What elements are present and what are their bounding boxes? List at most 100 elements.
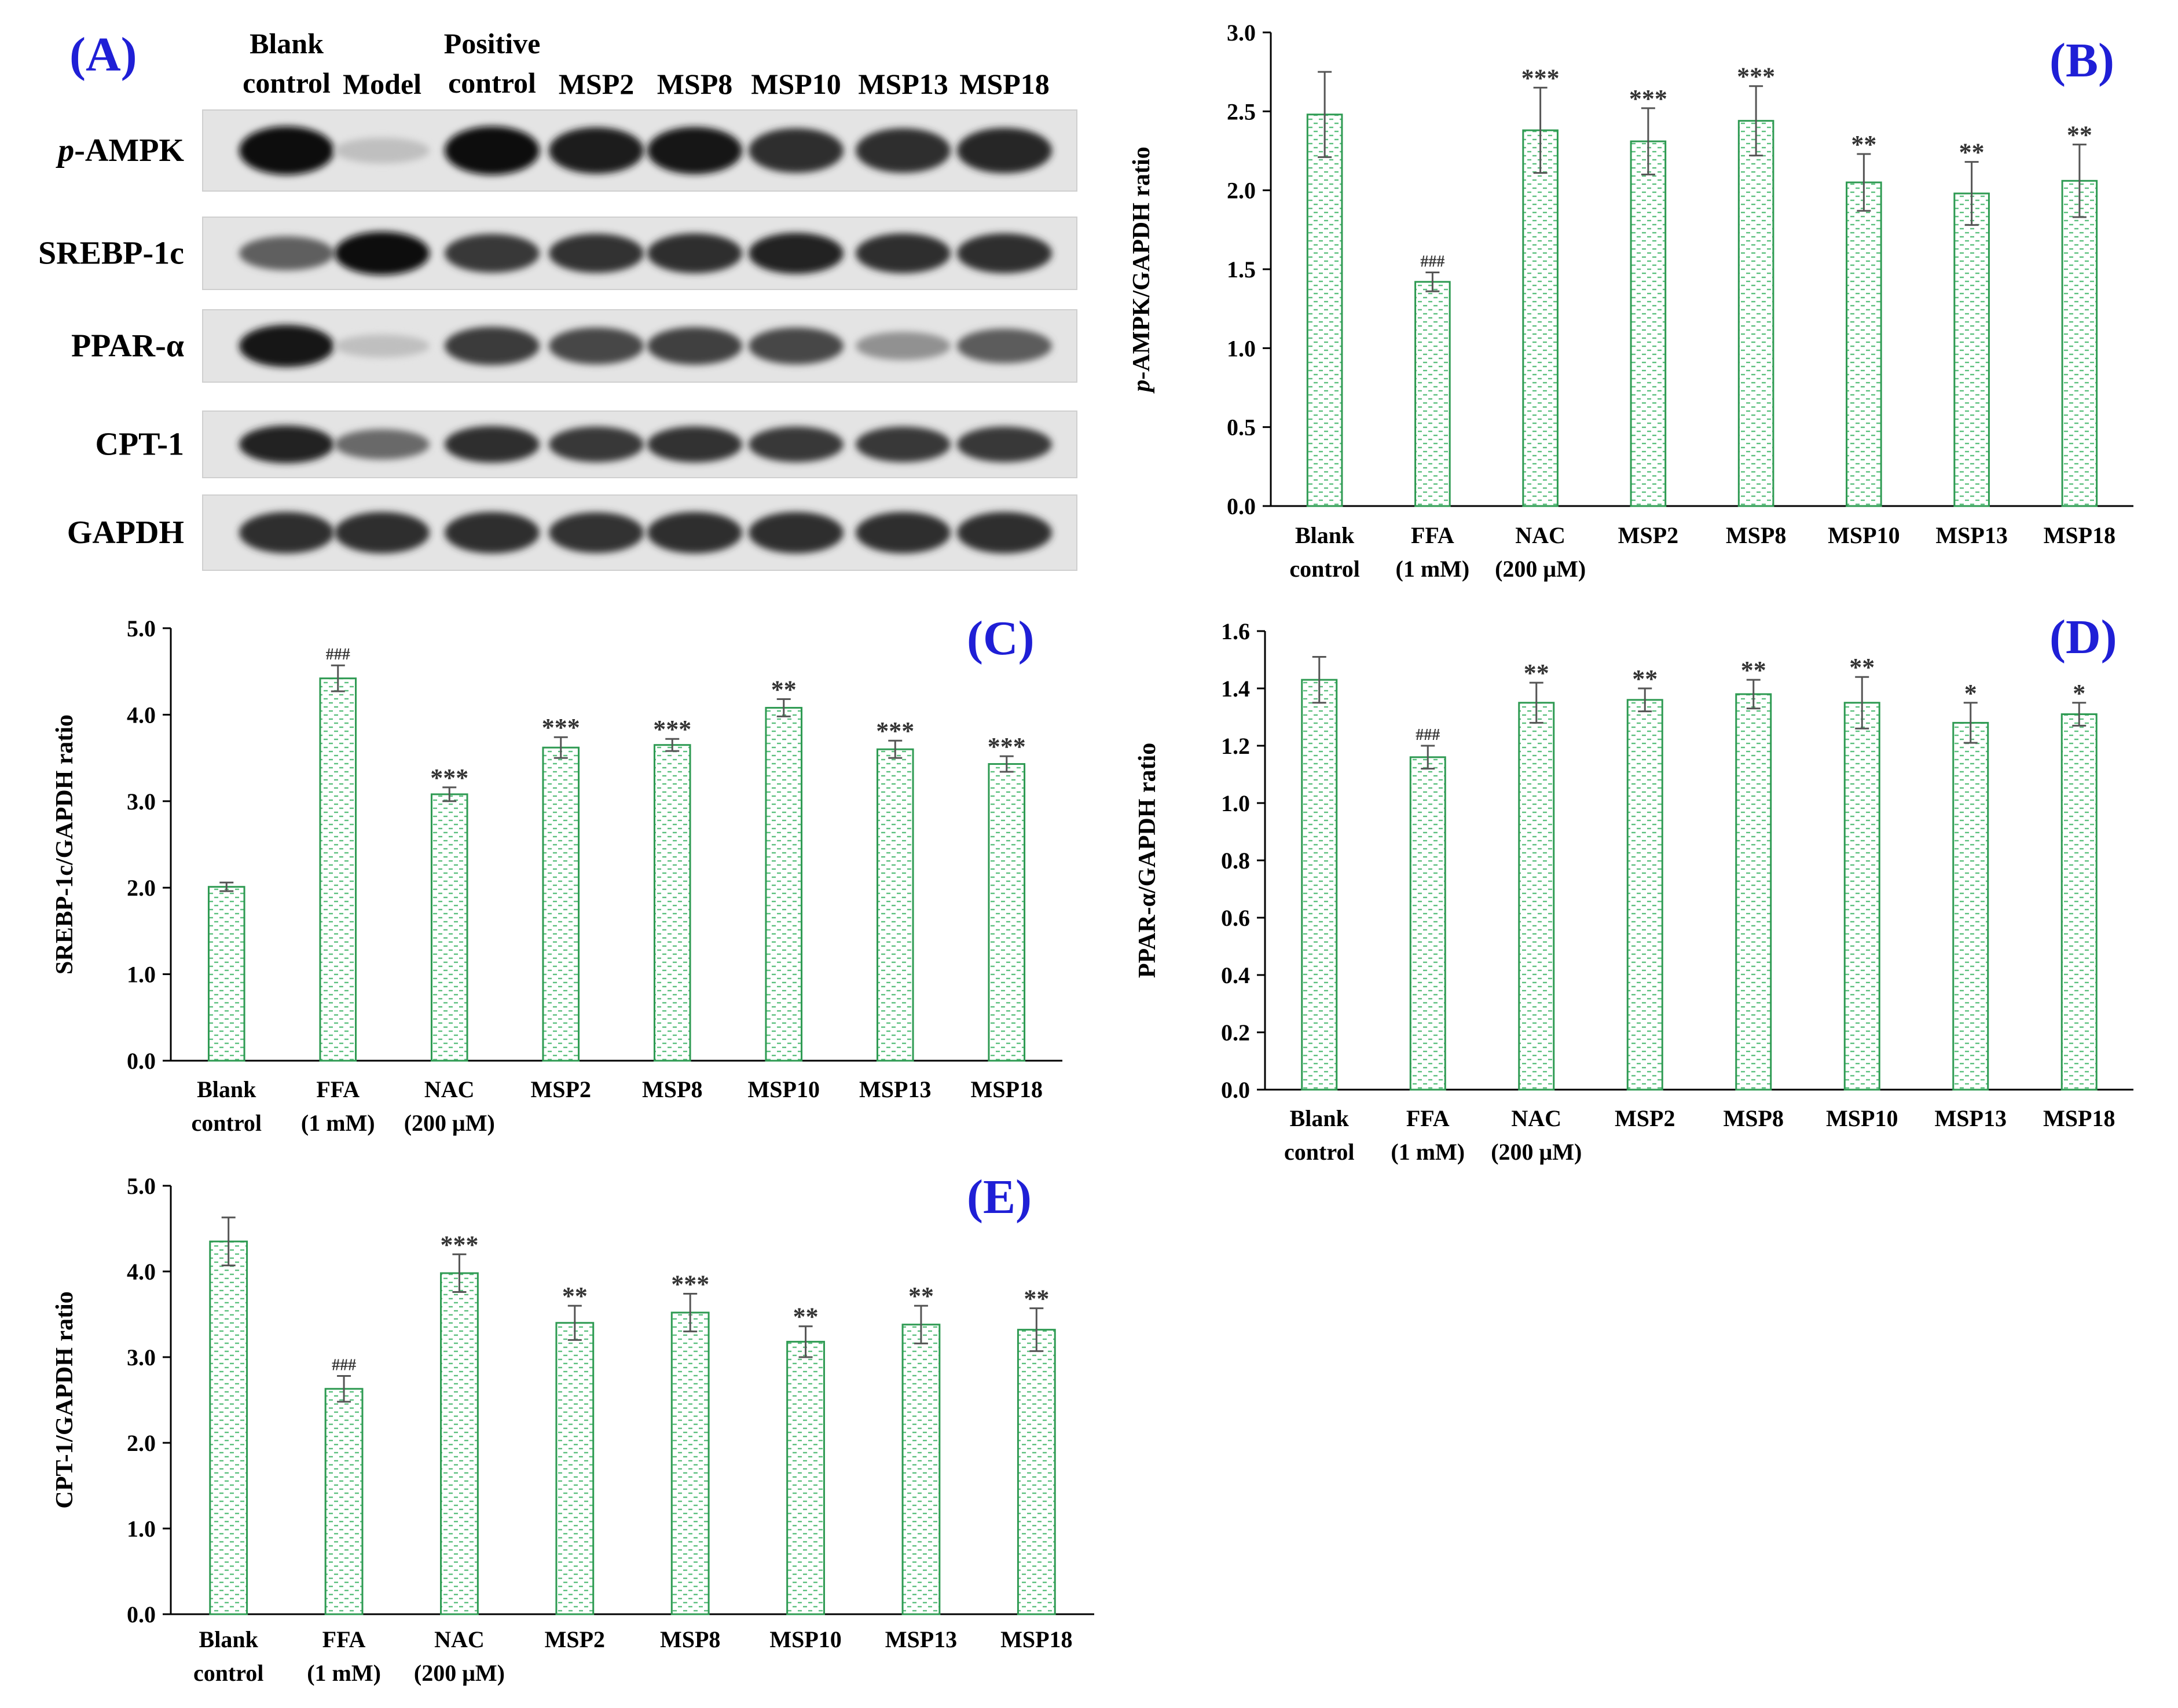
category-label: MSP10: [748, 1076, 820, 1102]
significance-label: ***: [876, 717, 914, 745]
blot-band: [957, 233, 1052, 273]
significance-label: **: [1024, 1285, 1049, 1313]
blot-band: [445, 512, 540, 554]
bar: [440, 1272, 479, 1615]
error-bar: [452, 1253, 467, 1293]
bar: [1301, 679, 1338, 1091]
error-bar: [999, 755, 1014, 773]
blot-band: [856, 128, 951, 173]
error-bar: [1529, 681, 1543, 724]
blot-row-label: p-AMPK: [56, 133, 184, 168]
y-tick-label: 0.5: [1227, 415, 1256, 441]
blot-row-label: CPT-1: [95, 427, 184, 463]
category-label: Blank: [197, 1076, 256, 1102]
lane-header: Model: [343, 68, 421, 100]
bar: [1953, 192, 1990, 507]
blot-row-label: SREBP-1c: [38, 236, 184, 272]
blot-band: [647, 233, 742, 273]
category-label: MSP2: [531, 1076, 591, 1102]
blot-band: [749, 512, 844, 554]
category-label: MSP18: [2044, 522, 2115, 548]
significance-label: ###: [326, 646, 350, 664]
blot-band: [549, 426, 644, 463]
error-bar: [567, 1304, 582, 1341]
significance-label: **: [908, 1282, 934, 1310]
category-label: control: [193, 1660, 263, 1686]
category-label: MSP8: [1726, 522, 1786, 548]
significance-label: ***: [671, 1270, 709, 1298]
y-axis-title: PPAR-α/GAPDH ratio: [1134, 743, 1161, 978]
significance-label: ###: [1416, 726, 1440, 744]
bar: [1522, 129, 1559, 507]
category-label: (1 mM): [1396, 556, 1470, 582]
category-label: MSP2: [545, 1626, 605, 1652]
bar: [1414, 281, 1451, 507]
blot-band: [549, 327, 644, 365]
category-label: NAC: [434, 1626, 485, 1652]
bar: [1306, 113, 1343, 507]
bar: [1518, 702, 1555, 1091]
y-tick-label: 2.0: [127, 875, 156, 901]
error-bar: [1641, 107, 1655, 175]
category-label: Blank: [1290, 1105, 1350, 1131]
error-bar: [776, 698, 791, 717]
significance-label: **: [771, 676, 797, 704]
error-bar: [1318, 71, 1332, 158]
error-bar: [337, 1375, 351, 1403]
category-label: control: [1289, 556, 1359, 582]
bar: [324, 1388, 364, 1615]
error-bar: [1964, 161, 1979, 226]
y-tick-label: 0.6: [1221, 905, 1250, 931]
y-tick-label: 0.0: [127, 1601, 156, 1628]
chart-panel-b: (B) 0.0 0.5 1.0 1.5 2.0 2.5 3.0 p-AMPK/GAPDH rat…: [1128, 20, 2133, 582]
bar: [876, 748, 914, 1062]
error-bar: [553, 736, 568, 759]
blot-band: [749, 426, 844, 463]
error-bar: [1029, 1307, 1044, 1353]
y-tick-label: 0.2: [1221, 1020, 1250, 1046]
blot-band: [749, 233, 844, 274]
bar: [209, 1240, 248, 1615]
bar: [1626, 699, 1663, 1091]
lane-header: MSP8: [657, 68, 733, 100]
category-label: MSP13: [885, 1626, 957, 1652]
category-label: control: [1284, 1139, 1354, 1165]
blot-band: [647, 327, 742, 365]
bar: [988, 763, 1026, 1062]
y-tick-label: 1.0: [1221, 790, 1250, 816]
y-tick-label: 2.5: [1227, 98, 1256, 124]
bar: [542, 746, 580, 1062]
lane-header: MSP13: [858, 68, 948, 100]
y-tick-label: 2.0: [127, 1430, 156, 1456]
panel-label: (D): [2049, 610, 2117, 664]
blot-band: [647, 512, 742, 554]
error-bar: [1855, 676, 1869, 730]
blot-band: [957, 127, 1052, 174]
category-label: FFA: [1411, 522, 1454, 548]
category-label: Blank: [199, 1626, 259, 1652]
panel-label: (C): [967, 611, 1035, 665]
category-label: FFA: [1406, 1105, 1450, 1131]
error-bar: [221, 1216, 236, 1267]
category-label: MSP13: [859, 1076, 931, 1102]
lane-header: control: [243, 67, 331, 99]
blot-band: [856, 332, 951, 360]
category-label: MSP10: [1826, 1105, 1898, 1131]
category-label: MSP8: [1724, 1105, 1784, 1131]
y-tick-label: 0.4: [1221, 962, 1250, 988]
blot-row: GAPDH: [67, 494, 1077, 571]
bar: [786, 1340, 825, 1615]
blot-lane-headers: Blank control Model Positive control MSP2 MSP8…: [243, 27, 1050, 100]
category-label: MSP2: [1615, 1105, 1675, 1131]
significance-label: ***: [1629, 85, 1667, 113]
y-tick-label: 3.0: [1227, 20, 1256, 46]
blot-row: SREBP-1c: [38, 217, 1077, 290]
error-bar: [914, 1304, 928, 1344]
error-bar: [683, 1292, 698, 1333]
bar: [1409, 756, 1446, 1091]
significance-label: **: [1959, 138, 1985, 167]
blot-band: [445, 327, 540, 365]
significance-label: ***: [542, 713, 580, 742]
bar: [1737, 120, 1774, 507]
bar: [1630, 140, 1667, 507]
